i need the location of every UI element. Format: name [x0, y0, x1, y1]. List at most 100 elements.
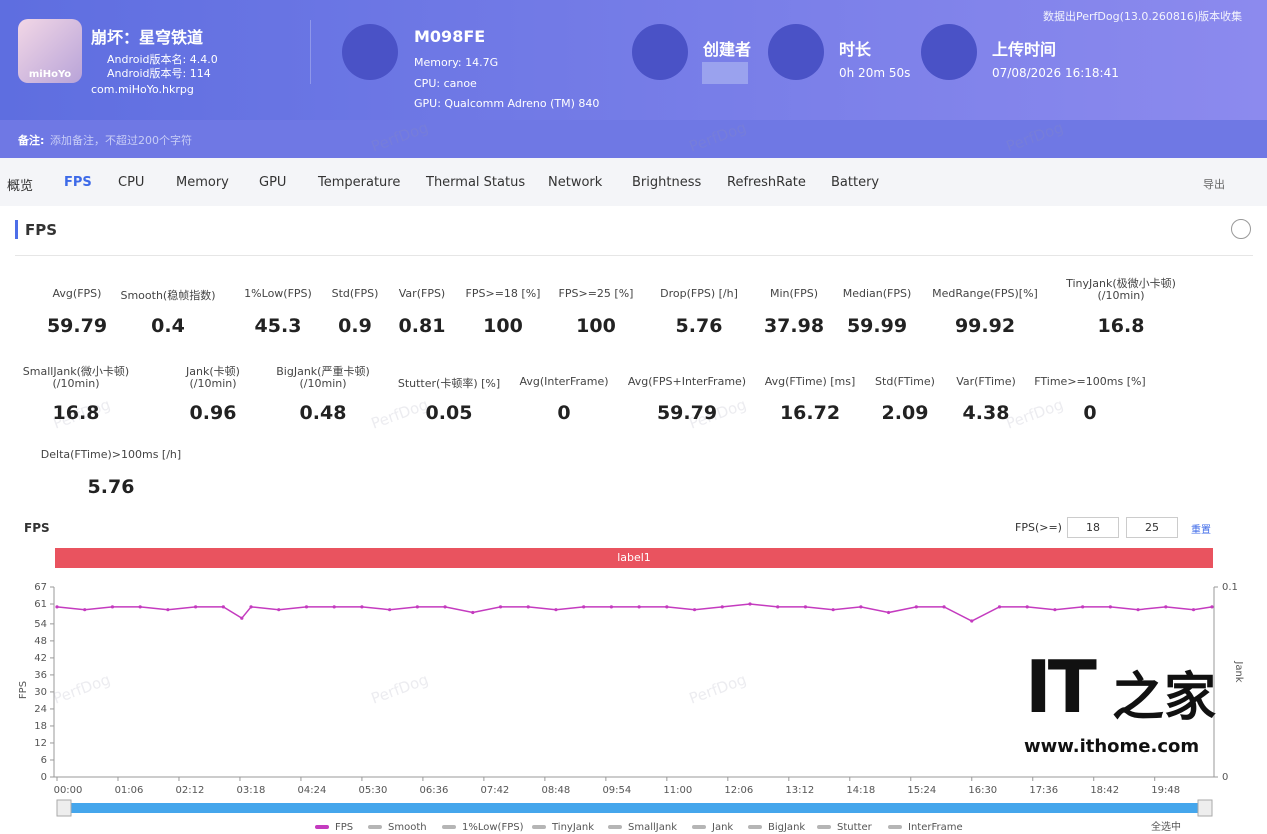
device-model: M098FE — [414, 27, 486, 46]
metric-value: 59.79 — [656, 402, 718, 424]
divider — [310, 20, 311, 84]
slider-handle — [56, 799, 72, 817]
creator-label: 创建者 — [703, 40, 752, 59]
fps-point — [55, 605, 59, 609]
legend-swatch — [888, 825, 902, 829]
tab[interactable]: Network — [548, 175, 603, 190]
fps-point — [803, 605, 808, 609]
legend-label[interactable]: SmallJank — [628, 822, 677, 833]
collapse-button[interactable] — [1231, 219, 1251, 239]
metric-label: 1%Low(FPS) — [244, 287, 312, 300]
tab[interactable]: Brightness — [632, 175, 702, 190]
metric-value: 0.81 — [398, 315, 446, 337]
x-tick-label: 15:24 — [907, 785, 936, 796]
legend-swatch — [442, 825, 456, 829]
tab[interactable]: FPS — [64, 175, 92, 190]
metric-label: BigJank(严重卡顿) — [276, 365, 370, 378]
reset-button[interactable]: 重置 — [1191, 525, 1211, 536]
metric-label: Avg(FPS+InterFrame) — [627, 375, 747, 388]
metric-value: 99.92 — [954, 315, 1016, 337]
tab[interactable]: Thermal Status — [426, 175, 526, 190]
watermark: PerfDog — [368, 395, 431, 433]
metric-label: Avg(InterFrame) — [519, 375, 609, 388]
x-tick-label: 08:48 — [541, 785, 570, 796]
tab[interactable]: 概览 — [7, 179, 34, 194]
tab[interactable]: CPU — [118, 175, 145, 190]
fps-point — [388, 608, 392, 612]
metric-label: MedRange(FPS)[%] — [932, 287, 1038, 300]
fps-point — [110, 605, 115, 609]
legend-label[interactable]: BigJank — [768, 822, 805, 833]
y-tick-label: 6 — [41, 755, 47, 766]
duration-label: 时长 — [839, 40, 872, 59]
threshold-input[interactable]: 18 — [1067, 517, 1119, 538]
metric-label: Smooth(稳帧指数) — [120, 289, 216, 302]
metric-label: (/10min) — [299, 377, 347, 390]
y-tick-label: 36 — [34, 670, 47, 681]
select-all[interactable]: 全选中 — [1151, 820, 1181, 833]
x-tick-label: 07:42 — [480, 785, 509, 796]
metric-label: SmallJank(微小卡顿) — [22, 365, 130, 378]
note-input[interactable]: 添加备注，不超过200个字符 — [50, 134, 192, 147]
metric-label: (/10min) — [189, 377, 237, 390]
tab[interactable]: GPU — [259, 175, 287, 190]
metric-value: 100 — [483, 315, 523, 337]
threshold-input[interactable]: 25 — [1126, 517, 1178, 538]
y-tick-label: 18 — [34, 721, 47, 732]
tab[interactable]: Memory — [176, 175, 229, 190]
legend-label[interactable]: Stutter — [837, 822, 873, 833]
y-tick-label: 54 — [34, 619, 47, 630]
x-tick-label: 05:30 — [359, 785, 388, 796]
fps-point — [194, 605, 198, 609]
metric-value: 0.05 — [425, 402, 473, 424]
fps-point — [997, 605, 1002, 609]
fps-point — [748, 602, 752, 606]
label-band: label1 — [55, 548, 1213, 568]
export-button[interactable]: 导出 — [1203, 178, 1225, 191]
duration-value: 0h 20m 50s — [839, 66, 911, 80]
tab[interactable]: Battery — [831, 175, 880, 190]
duration-icon — [768, 24, 824, 80]
legend-swatch — [368, 825, 382, 829]
section-marker — [15, 220, 18, 239]
metric-value: 5.76 — [87, 476, 135, 498]
x-tick-label: 02:12 — [176, 785, 205, 796]
fps-point — [360, 605, 364, 609]
logo-brand: IT — [1025, 645, 1097, 729]
legend-label[interactable]: FPS — [335, 822, 353, 833]
tab[interactable]: Temperature — [318, 175, 401, 190]
metric-value: 0.9 — [338, 315, 372, 337]
legend-swatch — [608, 825, 622, 829]
app-icon — [18, 19, 82, 83]
slider-handle — [1197, 799, 1213, 817]
metric-label: TinyJank(极微小卡顿) — [1066, 277, 1176, 290]
metric-label: Std(FTime) — [875, 375, 935, 388]
y-axis-label: FPS — [18, 681, 29, 699]
upload-value: 07/08/2026 16:18:41 — [992, 66, 1119, 80]
device-gpu: GPU: Qualcomm Adreno (TM) 840 — [414, 97, 600, 110]
chart-title: FPS — [24, 521, 50, 535]
fps-point — [942, 605, 946, 609]
metric-value: 16.8 — [52, 402, 100, 424]
legend-label[interactable]: 1%Low(FPS) — [462, 822, 524, 833]
fps-point — [665, 605, 669, 609]
metric-value: 2.09 — [881, 402, 929, 424]
legend-label[interactable]: Smooth — [388, 822, 427, 833]
legend-label[interactable]: TinyJank — [551, 822, 594, 833]
metric-value: 0.48 — [299, 402, 347, 424]
legend-label[interactable]: InterFrame — [908, 822, 963, 833]
y-tick-label: 42 — [34, 653, 47, 664]
metric-value: 37.98 — [763, 315, 825, 337]
fps-point — [582, 605, 586, 609]
metric-label: (/10min) — [1097, 289, 1145, 302]
fps-point — [1025, 605, 1029, 609]
tab[interactable]: RefreshRate — [727, 175, 806, 190]
fps-point — [471, 610, 475, 615]
note-bar[interactable] — [0, 120, 1267, 158]
y-tick-label: 48 — [34, 636, 47, 647]
metric-value: 16.8 — [1097, 315, 1145, 337]
y-tick-label: 61 — [34, 599, 47, 610]
legend-label[interactable]: Jank — [711, 822, 733, 833]
x-tick-label: 09:54 — [602, 785, 631, 796]
